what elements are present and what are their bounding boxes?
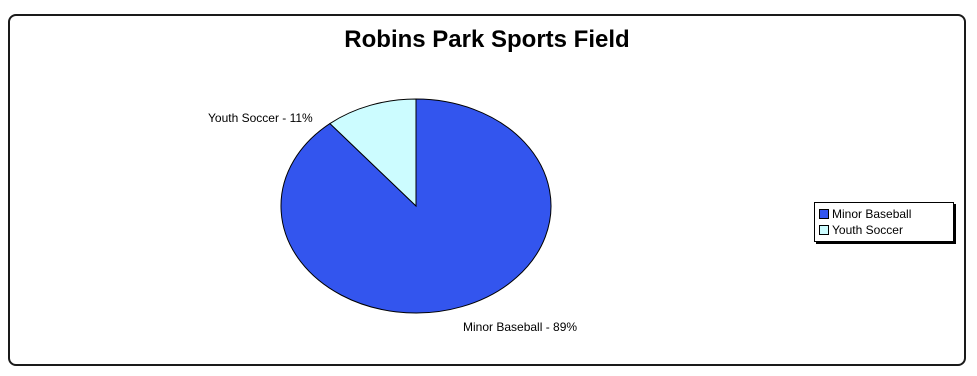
legend-item-youth-soccer: Youth Soccer [819, 222, 949, 238]
chart-legend: Minor Baseball Youth Soccer [814, 202, 954, 242]
pie-chart: Minor Baseball - 89% Youth Soccer - 11% [208, 98, 577, 334]
legend-label-youth-soccer: Youth Soccer [832, 223, 903, 237]
legend-swatch-minor-baseball [819, 209, 829, 219]
chart-frame: Robins Park Sports Field Minor Baseball … [8, 14, 966, 366]
legend-swatch-youth-soccer [819, 225, 829, 235]
slice-label-minor-baseball: Minor Baseball - 89% [463, 320, 577, 334]
slice-label-youth-soccer: Youth Soccer - 11% [208, 111, 313, 125]
pie-slice-youth-soccer [329, 98, 417, 208]
legend-item-minor-baseball: Minor Baseball [819, 206, 949, 222]
legend-label-minor-baseball: Minor Baseball [832, 207, 912, 221]
chart-title: Robins Park Sports Field [344, 26, 630, 53]
